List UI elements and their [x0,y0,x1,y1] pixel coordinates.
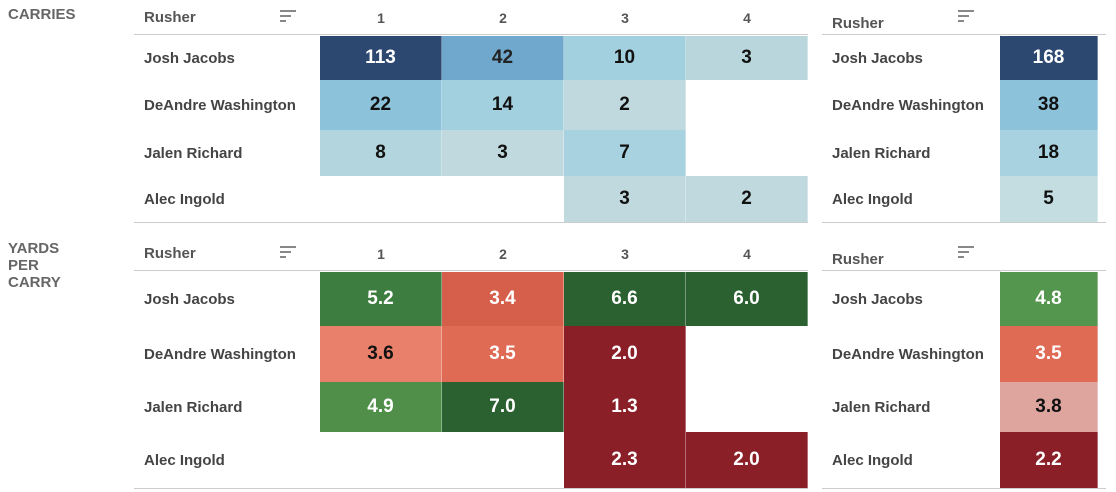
row-label-rusher: Jalen Richard [832,144,931,162]
row-label-rusher: Alec Ingold [144,451,225,469]
table-bottom-border [134,222,808,223]
row-label-rusher: DeAndre Washington [144,345,296,363]
column-header-4: 4 [743,246,751,262]
total-cell[interactable]: 4.8 [1000,272,1098,326]
column-header-3: 3 [621,246,629,262]
table-cell[interactable]: 14 [442,80,564,130]
sort-icon[interactable] [280,10,296,24]
total-cell[interactable]: 168 [1000,36,1098,80]
column-header-2: 2 [499,246,507,262]
table-bottom-border [822,222,1106,223]
sort-icon[interactable] [958,10,974,24]
total-cell[interactable]: 38 [1000,80,1098,130]
table-cell[interactable]: 7 [564,130,686,176]
column-header-3: 3 [621,10,629,26]
row-label-rusher: DeAndre Washington [144,96,296,114]
table-cell[interactable]: 3 [564,176,686,222]
total-cell[interactable]: 3.8 [1000,382,1098,432]
table-cell[interactable]: 2.3 [564,432,686,488]
row-label-rusher: Alec Ingold [144,190,225,208]
column-header-rusher: Rusher [144,245,196,262]
column-header-rusher: Rusher [832,15,884,32]
table-cell[interactable]: 5.2 [320,272,442,326]
row-label-rusher: Alec Ingold [832,451,913,469]
total-cell[interactable]: 3.5 [1000,326,1098,382]
row-label-rusher: Josh Jacobs [832,290,923,308]
header-divider [822,270,1106,271]
column-header-rusher: Rusher [832,251,884,268]
table-bottom-border [822,488,1106,489]
table-cell[interactable]: 113 [320,36,442,80]
table-cell[interactable]: 7.0 [442,382,564,432]
column-header-1: 1 [377,10,385,26]
table-cell[interactable]: 2.0 [686,432,808,488]
table-cell[interactable]: 4.9 [320,382,442,432]
total-cell[interactable]: 2.2 [1000,432,1098,488]
total-cell[interactable]: 18 [1000,130,1098,176]
section-label: YARDS PER CARRY [8,240,61,291]
table-cell[interactable]: 2 [686,176,808,222]
row-label-rusher: DeAndre Washington [832,345,984,363]
table-cell[interactable]: 3.5 [442,326,564,382]
row-label-rusher: Jalen Richard [832,398,931,416]
total-cell[interactable]: 5 [1000,176,1098,222]
table-cell[interactable]: 8 [320,130,442,176]
header-divider [822,34,1106,35]
table-cell[interactable]: 6.0 [686,272,808,326]
row-label-rusher: Josh Jacobs [832,49,923,67]
row-label-rusher: Alec Ingold [832,190,913,208]
table-cell[interactable]: 3.4 [442,272,564,326]
header-divider [134,270,808,271]
table-cell[interactable]: 1.3 [564,382,686,432]
table-cell[interactable]: 3.6 [320,326,442,382]
table-cell[interactable]: 3 [686,36,808,80]
table-cell[interactable]: 42 [442,36,564,80]
row-label-rusher: Josh Jacobs [144,49,235,67]
table-cell[interactable]: 2 [564,80,686,130]
column-header-4: 4 [743,10,751,26]
table-cell[interactable]: 2.0 [564,326,686,382]
table-cell[interactable]: 6.6 [564,272,686,326]
table-cell[interactable]: 3 [442,130,564,176]
header-divider [134,34,808,35]
sort-icon[interactable] [958,246,974,260]
table-cell[interactable]: 10 [564,36,686,80]
section-label: CARRIES [8,6,76,23]
table-bottom-border [134,488,808,489]
row-label-rusher: Josh Jacobs [144,290,235,308]
table-cell[interactable]: 22 [320,80,442,130]
row-label-rusher: DeAndre Washington [832,96,984,114]
sort-icon[interactable] [280,246,296,260]
row-label-rusher: Jalen Richard [144,144,243,162]
column-header-1: 1 [377,246,385,262]
column-header-rusher: Rusher [144,9,196,26]
row-label-rusher: Jalen Richard [144,398,243,416]
column-header-2: 2 [499,10,507,26]
